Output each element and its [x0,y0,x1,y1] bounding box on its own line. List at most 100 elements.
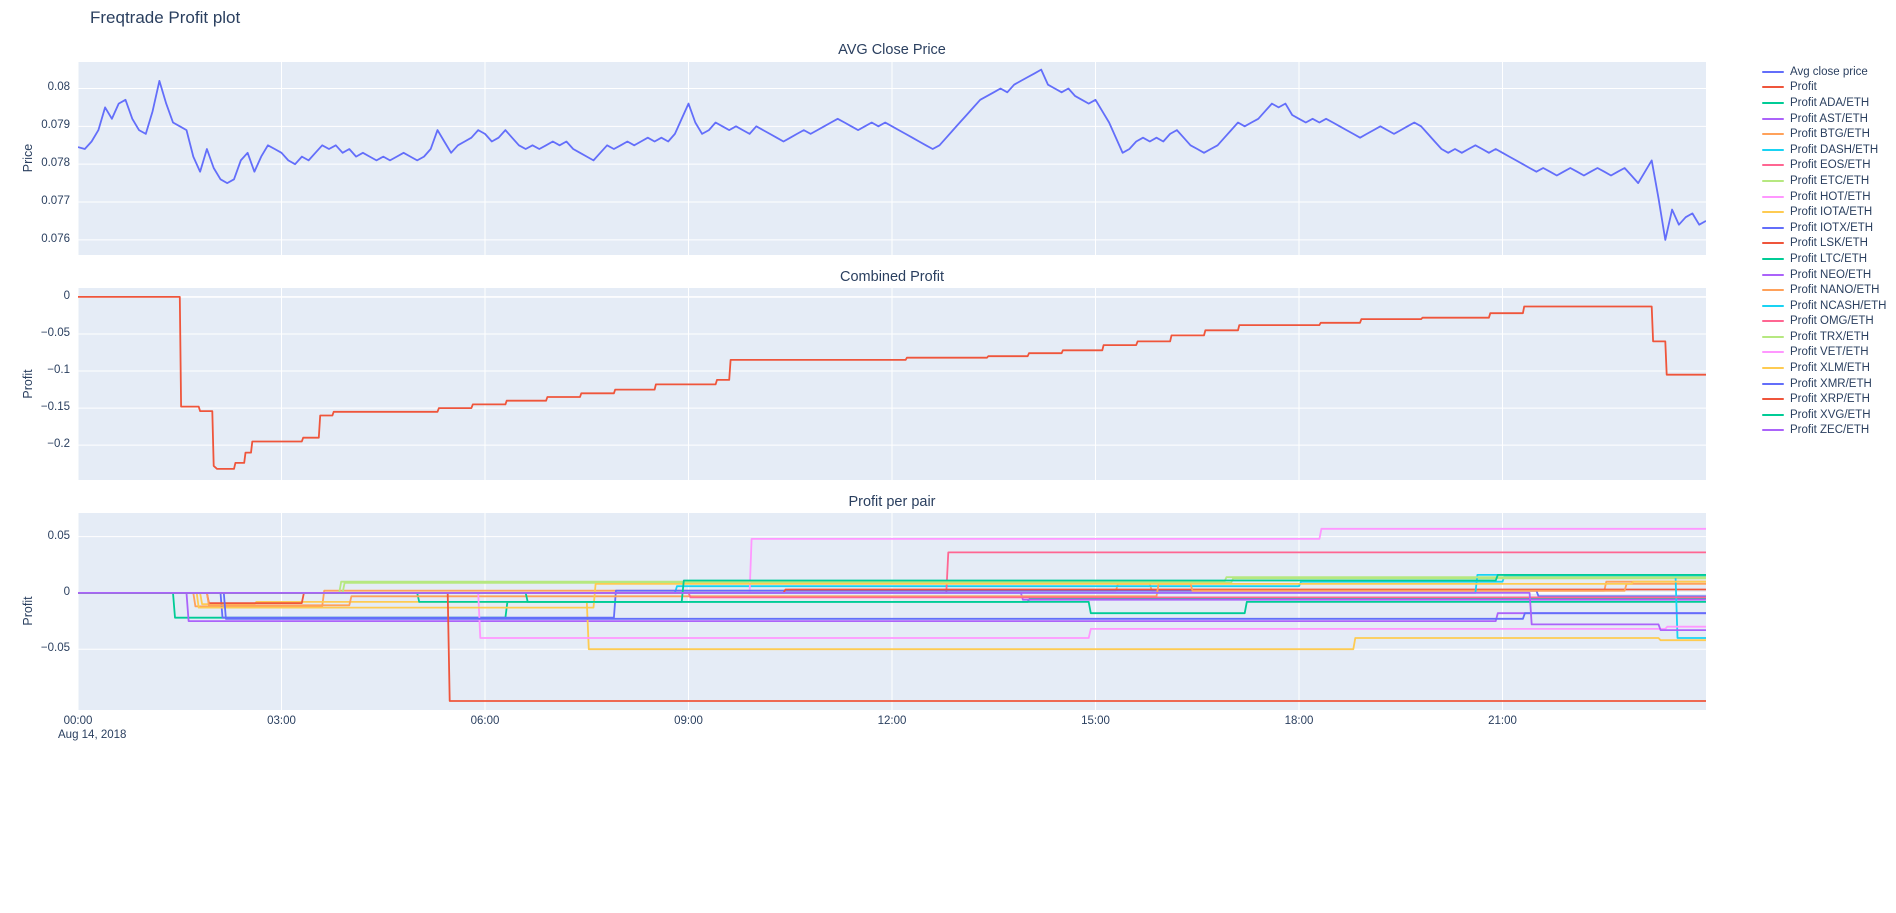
avg-close-price-plot[interactable] [78,62,1706,255]
legend-line-swatch-icon [1762,289,1784,292]
y-tick-label: 0.05 [47,529,70,542]
y-tick-label: 0.08 [47,81,70,94]
legend-line-swatch-icon [1762,367,1784,370]
legend-item-profit-zec-eth[interactable]: Profit ZEC/ETH [1762,423,1887,439]
y-tick-label: 0.078 [41,157,70,170]
legend-item-label: Profit TRX/ETH [1790,330,1870,343]
legend-line-swatch-icon [1762,413,1784,416]
legend-item-profit-eos-eth[interactable]: Profit EOS/ETH [1762,158,1887,174]
legend-item-label: Profit NCASH/ETH [1790,299,1887,312]
series-line-profit-xvg-eth[interactable] [78,574,1706,603]
legend-item-label: Profit IOTX/ETH [1790,221,1874,234]
legend-line-swatch-icon [1762,179,1784,182]
legend-item-profit-xlm-eth[interactable]: Profit XLM/ETH [1762,360,1887,376]
x-tick-label: 03:00 [267,715,296,727]
y-tick-label: 0.079 [41,119,70,132]
subplot-title-combined-profit: Combined Profit [840,269,944,285]
legend-line-swatch-icon [1762,257,1784,260]
legend-item-label: Profit AST/ETH [1790,112,1868,125]
x-tick-label: 06:00 [470,715,500,727]
legend-item-label: Profit LSK/ETH [1790,237,1868,250]
y-tick-label: 0.076 [41,232,70,245]
legend-item-avg-close-price[interactable]: Avg close price [1762,64,1887,80]
y-tick-label: −0.15 [40,401,70,414]
x-tick-label: 09:00 [674,715,703,727]
legend-item-label: Profit DASH/ETH [1790,143,1879,156]
series-line-profit-iotx-eth[interactable] [78,589,1706,619]
legend-line-swatch-icon [1762,148,1784,151]
legend-line-swatch-icon [1762,335,1784,338]
legend-line-swatch-icon [1762,195,1784,198]
legend-item-profit-xrp-eth[interactable]: Profit XRP/ETH [1762,391,1887,407]
legend-line-swatch-icon [1762,242,1784,245]
legend-item-profit-dash-eth[interactable]: Profit DASH/ETH [1762,142,1887,158]
legend-item-profit-ncash-eth[interactable]: Profit NCASH/ETH [1762,298,1887,314]
y-tick-label: −0.2 [47,438,70,451]
series-line-profit-ltc-eth[interactable] [78,592,1706,615]
x-tick-label: 12:00 [877,715,907,727]
series-line-profit-vet-eth[interactable] [78,592,1706,639]
legend-item-profit-omg-eth[interactable]: Profit OMG/ETH [1762,314,1887,330]
legend-item-profit-ast-eth[interactable]: Profit AST/ETH [1762,111,1887,127]
legend-item-label: Profit VET/ETH [1790,346,1869,359]
legend-item-label: Profit LTC/ETH [1790,252,1868,265]
legend-line-swatch-icon [1762,273,1784,276]
legend-item-profit-xvg-eth[interactable]: Profit XVG/ETH [1762,407,1887,423]
legend-line-swatch-icon [1762,164,1784,167]
legend-line-swatch-icon [1762,101,1784,104]
legend: Avg close price Profit Profit ADA/ETH Profi… [1762,64,1887,438]
subplot-title-profit-per-pair: Profit per pair [848,494,936,510]
series-line-profit-xlm-eth[interactable] [78,580,1706,609]
subplot-title-avg-close-price: AVG Close Price [838,42,946,58]
legend-item-profit-lsk-eth[interactable]: Profit LSK/ETH [1762,236,1887,252]
legend-line-swatch-icon [1762,351,1784,354]
legend-item-label: Profit XLM/ETH [1790,362,1870,375]
legend-item-label: Profit EOS/ETH [1790,159,1871,172]
y-tick-label: −0.05 [40,326,70,339]
legend-item-label: Profit BTG/ETH [1790,128,1870,141]
legend-item-profit-hot-eth[interactable]: Profit HOT/ETH [1762,189,1887,205]
x-tick-label: 21:00 [1488,715,1517,727]
x-tick-label: 00:00 [63,715,93,727]
x-tick-label: 18:00 [1284,715,1314,727]
legend-item-profit-iotx-eth[interactable]: Profit IOTX/ETH [1762,220,1887,236]
legend-item-label: Avg close price [1790,65,1868,78]
figure-title: Freqtrade Profit plot [90,8,241,27]
legend-item-profit-btg-eth[interactable]: Profit BTG/ETH [1762,126,1887,142]
legend-item-profit-iota-eth[interactable]: Profit IOTA/ETH [1762,204,1887,220]
series-line-avg-close-price[interactable] [78,68,1706,241]
y-tick-label: 0.077 [41,195,70,208]
legend-item-label: Profit [1790,81,1817,94]
legend-item-label: Profit OMG/ETH [1790,315,1874,328]
series-line-profit-nano-eth[interactable] [78,583,1706,607]
legend-line-swatch-icon [1762,70,1784,73]
legend-item-profit-nano-eth[interactable]: Profit NANO/ETH [1762,282,1887,298]
legend-item-profit-trx-eth[interactable]: Profit TRX/ETH [1762,329,1887,345]
legend-item-label: Profit NEO/ETH [1790,268,1872,281]
y-axis-title-pair-profit: Profit [21,596,35,626]
profit-per-pair-plot[interactable] [78,513,1706,710]
legend-item-profit[interactable]: Profit [1762,80,1887,96]
y-tick-label: −0.1 [47,364,70,377]
combined-profit-plot[interactable] [78,288,1706,480]
legend-item-label: Profit XVG/ETH [1790,408,1871,421]
y-tick-label: −0.05 [40,642,70,655]
legend-item-profit-ada-eth[interactable]: Profit ADA/ETH [1762,95,1887,111]
series-line-profit-iota-eth[interactable] [78,592,1706,651]
legend-line-swatch-icon [1762,86,1784,89]
x-tick-label: 15:00 [1081,715,1110,727]
legend-line-swatch-icon [1762,226,1784,229]
series-line-profit-zec-eth[interactable] [78,592,1706,631]
legend-line-swatch-icon [1762,382,1784,385]
legend-item-profit-xmr-eth[interactable]: Profit XMR/ETH [1762,376,1887,392]
legend-line-swatch-icon [1762,117,1784,120]
series-line-profit[interactable] [78,295,1706,470]
legend-item-profit-vet-eth[interactable]: Profit VET/ETH [1762,345,1887,361]
legend-item-label: Profit HOT/ETH [1790,190,1871,203]
legend-item-profit-etc-eth[interactable]: Profit ETC/ETH [1762,173,1887,189]
legend-line-swatch-icon [1762,133,1784,136]
legend-line-swatch-icon [1762,429,1784,432]
legend-item-profit-neo-eth[interactable]: Profit NEO/ETH [1762,267,1887,283]
legend-item-profit-ltc-eth[interactable]: Profit LTC/ETH [1762,251,1887,267]
